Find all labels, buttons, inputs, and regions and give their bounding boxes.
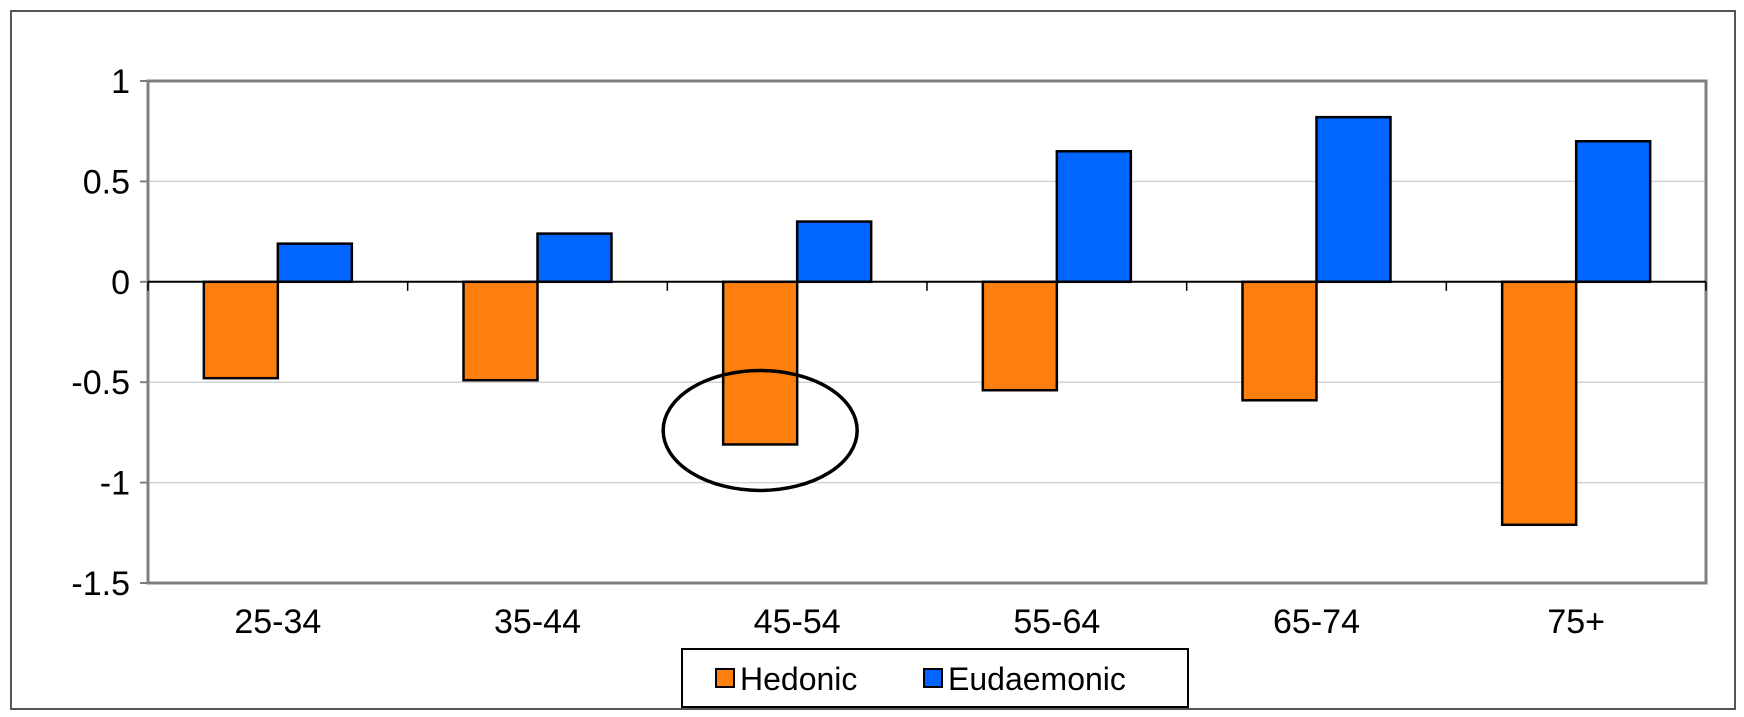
plot-area-border bbox=[146, 79, 1708, 585]
x-tick-label: 75+ bbox=[1547, 603, 1605, 641]
bar-hedonic-35-44 bbox=[462, 280, 539, 382]
bar-hedonic-55-64 bbox=[981, 280, 1059, 392]
legend-swatch-eudaemonic bbox=[923, 668, 943, 688]
y-tick-label: -1 bbox=[100, 465, 130, 503]
gridlines bbox=[148, 180, 1706, 484]
bar-hedonic-25-34 bbox=[202, 280, 280, 380]
y-tick-label: 0.5 bbox=[83, 163, 130, 201]
x-tick-label: 35-44 bbox=[494, 603, 581, 641]
bar-eudaemonic-75+ bbox=[1574, 139, 1652, 284]
y-tick-label: 1 bbox=[111, 63, 130, 101]
bar-eudaemonic-25-34 bbox=[276, 242, 354, 284]
x-tick-labels: 25-34 35-44 45-54 55-64 65-74 75+ bbox=[234, 603, 1605, 641]
y-tick-label: -0.5 bbox=[71, 364, 130, 402]
legend-swatch-hedonic bbox=[715, 668, 735, 688]
chart-frame bbox=[10, 10, 1736, 710]
y-tick-labels: 1 0.5 0 -0.5 -1 -1.5 bbox=[71, 63, 130, 603]
bars bbox=[202, 115, 1652, 527]
x-tick-label: 55-64 bbox=[1013, 603, 1100, 641]
bar-hedonic-75+ bbox=[1500, 280, 1578, 527]
bar-eudaemonic-35-44 bbox=[536, 232, 613, 284]
x-tick-label: 25-34 bbox=[234, 603, 321, 641]
bar-eudaemonic-55-64 bbox=[1055, 150, 1133, 284]
highlight-ellipse bbox=[661, 368, 859, 493]
legend: Hedonic Eudaemonic bbox=[681, 648, 1189, 708]
axes bbox=[140, 79, 1708, 585]
y-tick-label: -1.5 bbox=[71, 565, 130, 603]
x-tick-label: 65-74 bbox=[1273, 603, 1360, 641]
bar-hedonic-45-54 bbox=[721, 280, 799, 446]
bar-eudaemonic-65-74 bbox=[1315, 115, 1392, 284]
bar-eudaemonic-45-54 bbox=[795, 220, 873, 284]
legend-label-eudaemonic: Eudaemonic bbox=[948, 661, 1126, 697]
x-tick-label: 45-54 bbox=[754, 603, 841, 641]
legend-label-hedonic: Hedonic bbox=[740, 661, 857, 697]
y-tick-label: 0 bbox=[111, 264, 130, 302]
annotations bbox=[661, 368, 859, 493]
bar-hedonic-65-74 bbox=[1241, 280, 1318, 402]
